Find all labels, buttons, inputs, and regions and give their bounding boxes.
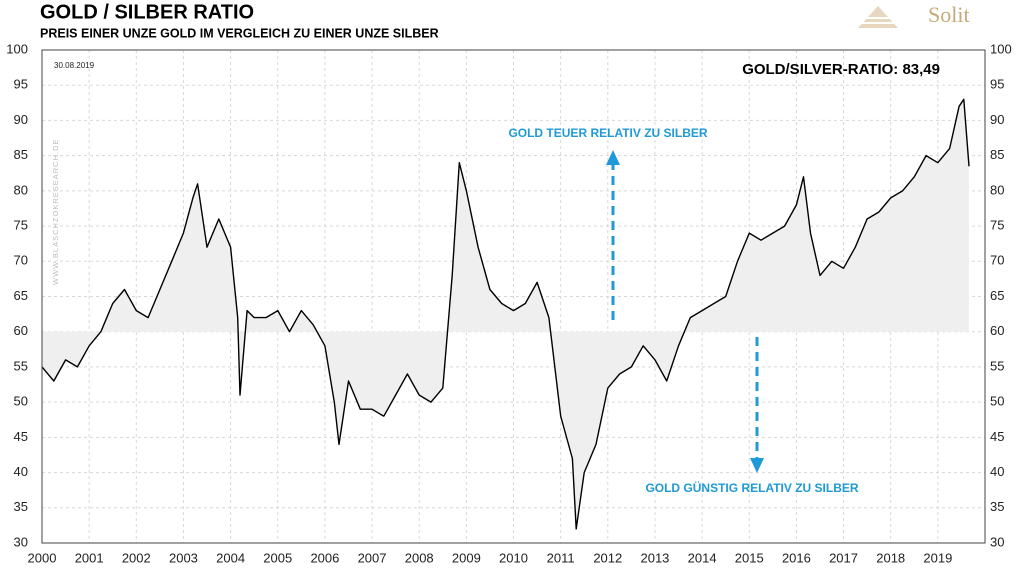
area-fill	[42, 99, 969, 529]
x-tick-label: 2007	[358, 550, 387, 565]
plot-frame	[41, 49, 986, 544]
y2-tick-label: 95	[990, 77, 1004, 92]
data-line	[41, 98, 970, 530]
x-tick-label: 2001	[75, 550, 104, 565]
x-tick-label: 2008	[405, 550, 434, 565]
x-tick-label: 2003	[169, 550, 198, 565]
arrow-up-head	[606, 150, 620, 165]
y-tick-label: 95	[14, 77, 28, 92]
y2-tick-label: 100	[990, 41, 1012, 56]
date-label: 30.08.2019	[54, 61, 95, 70]
x-tick-label: 2010	[499, 550, 528, 565]
y2-tick-label: 35	[990, 499, 1004, 514]
y-tick-label: 85	[14, 147, 28, 162]
x-tick-label: 2004	[216, 550, 245, 565]
y2-tick-label: 60	[990, 323, 1004, 338]
y-tick-label: 30	[14, 534, 28, 549]
x-tick-label: 2015	[735, 550, 764, 565]
x-tick-label: 2002	[122, 550, 151, 565]
y-tick-label: 40	[14, 464, 28, 479]
x-tick-label: 2019	[923, 550, 952, 565]
y-tick-label: 75	[14, 218, 28, 233]
x-tick-label: 2014	[688, 550, 717, 565]
x-tick-label: 2011	[547, 550, 575, 565]
y2-tick-label: 45	[990, 429, 1004, 444]
y2-tick-label: 30	[990, 534, 1004, 549]
y-tick-label: 35	[14, 499, 28, 514]
x-tick-label: 2000	[28, 550, 57, 565]
logo: Solit	[858, 2, 970, 28]
y-tick-label: 65	[14, 288, 28, 303]
x-tick-label: 2012	[593, 550, 622, 565]
x-tick-label: 2005	[263, 550, 292, 565]
y2-tick-label: 65	[990, 288, 1004, 303]
y2-tick-label: 90	[990, 112, 1004, 127]
y-tick-label: 100	[6, 41, 28, 56]
y-tick-label: 50	[14, 394, 28, 409]
watermark: WWW.BLASCHZOKRESEARCH.DE	[51, 138, 60, 285]
x-tick-label: 2006	[310, 550, 339, 565]
x-tick-label: 2013	[640, 550, 669, 565]
x-tick-label: 2009	[452, 550, 481, 565]
annotations: GOLD TEUER RELATIV ZU SILBER GOLD GÜNSTI…	[508, 126, 858, 495]
x-tick-label: 2018	[876, 550, 905, 565]
chart-title: GOLD / SILBER RATIO	[40, 1, 254, 23]
y2-tick-label: 50	[990, 394, 1004, 409]
logo-text: Solit	[928, 2, 970, 27]
y2-tick-label: 80	[990, 182, 1004, 197]
annotation-up: GOLD TEUER RELATIV ZU SILBER	[508, 126, 707, 140]
y2-tick-label: 40	[990, 464, 1004, 479]
y-tick-label: 80	[14, 182, 28, 197]
y2-tick-label: 70	[990, 253, 1004, 268]
y-tick-label: 60	[14, 323, 28, 338]
arrow-down-head	[750, 458, 764, 473]
y2-tick-label: 55	[990, 358, 1004, 373]
y-tick-label: 55	[14, 358, 28, 373]
x-tick-label: 2017	[829, 550, 858, 565]
chart-subtitle: PREIS EINER UNZE GOLD IM VERGLEICH ZU EI…	[40, 26, 439, 40]
y-tick-label: 45	[14, 429, 28, 444]
current-value-label: GOLD/SILVER-RATIO: 83,49	[742, 61, 940, 78]
x-tick-label: 2016	[782, 550, 811, 565]
y2-tick-label: 85	[990, 147, 1004, 162]
annotation-down: GOLD GÜNSTIG RELATIV ZU SILBER	[645, 480, 858, 495]
y2-tick-label: 75	[990, 218, 1004, 233]
y-tick-label: 70	[14, 253, 28, 268]
y-tick-label: 90	[14, 112, 28, 127]
